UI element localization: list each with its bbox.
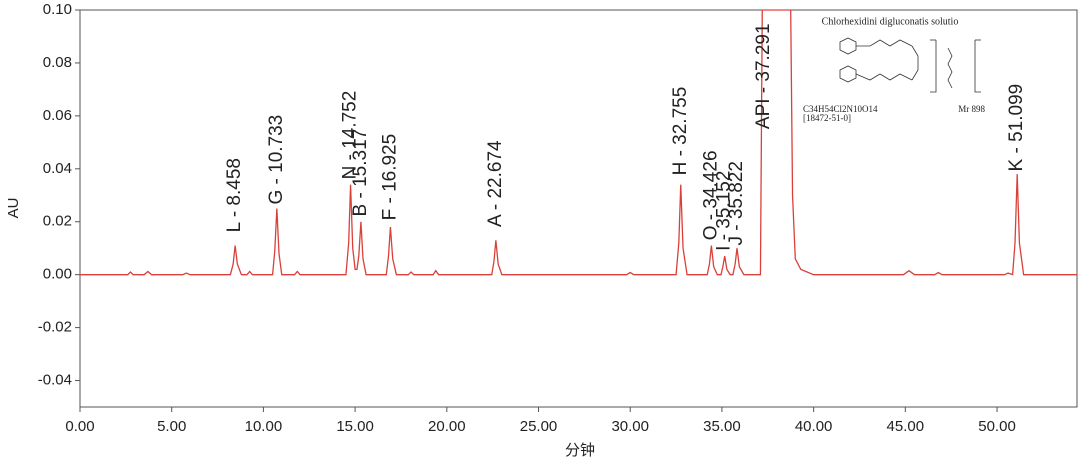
y-tick-label: 0.06 xyxy=(43,107,72,124)
peak-label: H - 32.755 xyxy=(670,87,691,176)
y-tick-label: 0.02 xyxy=(43,213,72,230)
y-tick-label: 0.04 xyxy=(43,160,72,177)
peak-label: O - 34.426 xyxy=(700,150,721,240)
y-tick-label: 0.10 xyxy=(43,1,72,18)
peak-label: B - 15.317 xyxy=(350,129,371,217)
peak-label: N - 14.752 xyxy=(340,91,361,180)
y-tick-label: -0.02 xyxy=(38,319,72,336)
inset-mass: Mr 898 xyxy=(958,104,985,114)
x-tick-label: 30.00 xyxy=(611,418,649,435)
x-tick-label: 25.00 xyxy=(520,418,558,435)
trace xyxy=(80,10,1077,276)
peak-label: G - 10.733 xyxy=(266,115,287,205)
x-tick-label: 0.00 xyxy=(65,418,94,435)
x-tick-label: 45.00 xyxy=(887,418,925,435)
peak-label: L - 8.458 xyxy=(224,158,245,232)
plot-frame xyxy=(79,9,1078,408)
peak-label: A - 22.674 xyxy=(485,140,506,227)
y-tick-label: -0.04 xyxy=(38,372,72,389)
y-axis-label: AU xyxy=(5,198,22,219)
x-tick-label: 40.00 xyxy=(795,418,833,435)
inset-formula: C34H54Cl2N10O14 xyxy=(803,104,878,114)
peak-label: I - 35.152 xyxy=(714,171,735,251)
y-tick-label: 0.08 xyxy=(43,54,72,71)
x-tick-label: 15.00 xyxy=(336,418,374,435)
y-tick-label: 0.00 xyxy=(43,266,72,283)
structure xyxy=(839,37,981,93)
inset-title: Chlorhexidini digluconatis solutio xyxy=(822,16,959,27)
inset: Chlorhexidini digluconatis solutio C34H5… xyxy=(803,16,985,123)
peak-label: F - 16.925 xyxy=(379,134,400,221)
x-axis-label: 分钟 xyxy=(565,442,595,459)
trace-group xyxy=(80,10,1077,276)
x-tick-label: 50.00 xyxy=(978,418,1016,435)
x-tick-label: 35.00 xyxy=(703,418,741,435)
peak-label: K - 51.099 xyxy=(1006,84,1027,172)
x-tick-label: 5.00 xyxy=(157,418,186,435)
x-tick-label: 10.00 xyxy=(245,418,283,435)
inset-cas: [18472-51-0] xyxy=(803,113,851,123)
peak-label: J - 35.822 xyxy=(726,161,747,246)
peak-label: API - 37.291 xyxy=(753,23,774,129)
x-tick-label: 20.00 xyxy=(428,418,466,435)
